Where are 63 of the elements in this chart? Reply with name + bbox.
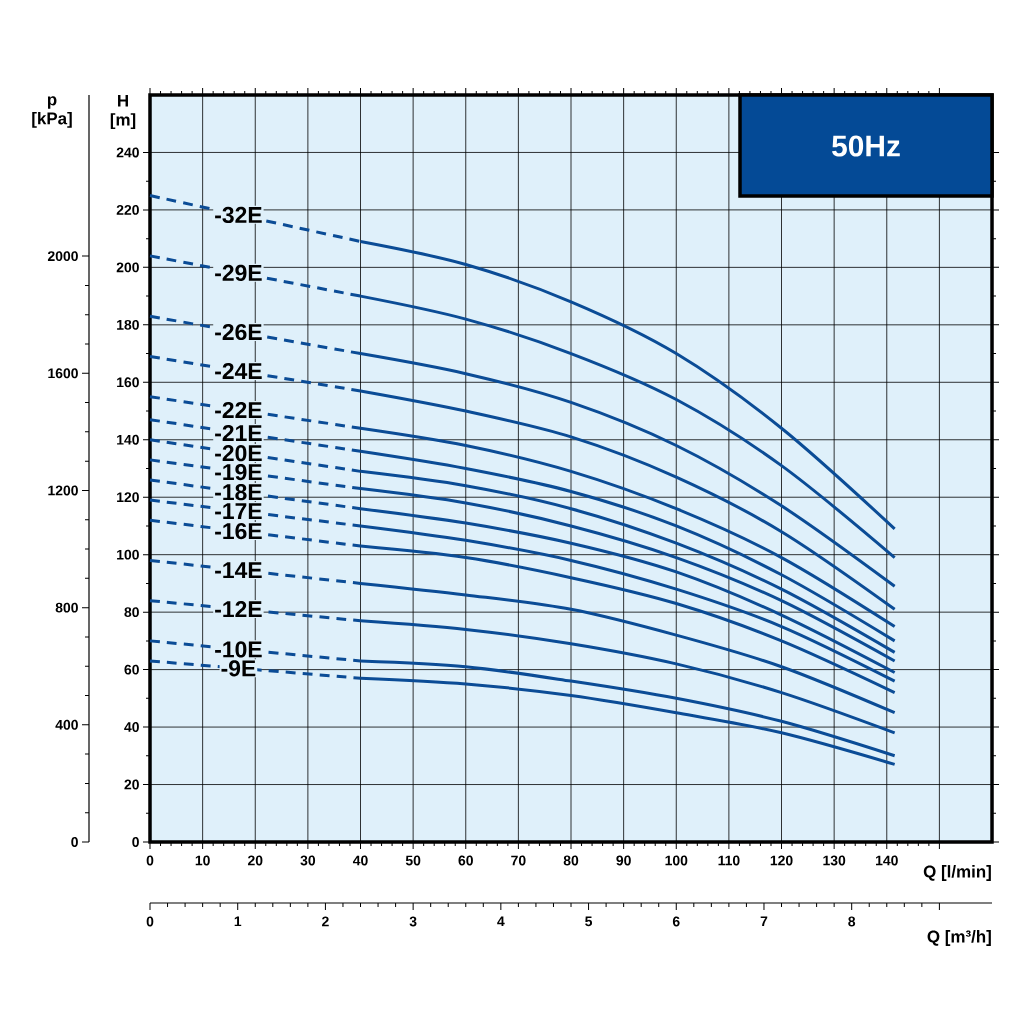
series-label: -12E xyxy=(215,601,262,618)
x2-tick-label: 1 xyxy=(234,916,242,927)
y2-tick-label: 2000 xyxy=(47,251,78,262)
x-tick-label: 120 xyxy=(770,855,793,866)
y-tick-label: 220 xyxy=(116,204,139,215)
x2-tick-label: 8 xyxy=(848,916,856,927)
series-label: -24E xyxy=(215,362,262,379)
y-tick-label: 120 xyxy=(117,492,139,503)
y-tick-label: 100 xyxy=(117,549,139,560)
y-tick-label: 80 xyxy=(124,607,139,618)
series-label: -17E xyxy=(215,503,262,519)
series-label: -14E xyxy=(215,562,262,579)
x2-tick-label: 0 xyxy=(146,916,154,927)
x2-axis-title: Q [m³/h] xyxy=(927,930,991,946)
y-tick-label: 180 xyxy=(117,319,139,330)
x-tick-label: 130 xyxy=(823,855,846,866)
x2-tick-label: 5 xyxy=(585,916,593,927)
x-tick-label: 40 xyxy=(352,855,368,866)
x2-tick-label: 6 xyxy=(672,916,680,927)
x2-tick-label: 2 xyxy=(322,916,329,927)
y-tick-label: 140 xyxy=(117,434,139,445)
x-tick-label: 50 xyxy=(405,855,421,866)
y2-tick-label: 1200 xyxy=(48,485,78,496)
x2-tick-label: 3 xyxy=(409,916,417,927)
x-tick-label: 30 xyxy=(300,855,316,866)
y2-tick-label: 800 xyxy=(55,602,78,613)
y2-tick-label: 1600 xyxy=(48,368,78,379)
y2-tick-label: 0 xyxy=(71,837,78,847)
x-tick-label: 80 xyxy=(563,855,579,866)
x-tick-label: 60 xyxy=(458,855,473,866)
y2-axis-title: p [kPa] xyxy=(32,96,72,128)
y-tick-label: 20 xyxy=(124,779,139,790)
series-label: -26E xyxy=(215,323,262,341)
y-axis-title: H [m] xyxy=(110,94,136,130)
x-tick-label: 140 xyxy=(876,855,898,866)
series-label: -29E xyxy=(215,264,262,281)
x2-tick-label: 7 xyxy=(760,916,768,927)
x2-tick-label: 4 xyxy=(497,916,505,927)
x-tick-label: 20 xyxy=(247,855,263,866)
x-axis-title: Q [l/min] xyxy=(923,865,991,881)
text: 50Hz xyxy=(832,135,900,157)
x-tick-label: 70 xyxy=(511,855,526,866)
series-label: -22E xyxy=(215,401,262,418)
y2-tick-label: 400 xyxy=(55,719,78,730)
y-tick-label: 240 xyxy=(116,147,139,158)
y-tick-label: 60 xyxy=(124,664,139,675)
series-label: -10E xyxy=(215,641,262,658)
x-tick-label: 110 xyxy=(718,855,740,866)
series-label: -32E xyxy=(215,206,262,224)
series-label: -21E xyxy=(215,424,262,441)
series-label: -19E xyxy=(215,463,262,481)
series-label: -18E xyxy=(215,484,262,501)
series-label: -16E xyxy=(215,523,262,540)
series-label: -9E xyxy=(221,660,256,677)
x-tick-label: 90 xyxy=(616,855,631,866)
x-tick-label: 0 xyxy=(146,855,154,866)
y-tick-label: 160 xyxy=(117,377,139,388)
x-tick-label: 100 xyxy=(665,855,688,866)
series-label: -20E xyxy=(215,445,262,462)
y-tick-label: 40 xyxy=(124,722,139,733)
x-tick-label: 10 xyxy=(195,855,210,866)
y-tick-label: 200 xyxy=(116,262,139,273)
y-tick-label: 0 xyxy=(132,837,139,847)
